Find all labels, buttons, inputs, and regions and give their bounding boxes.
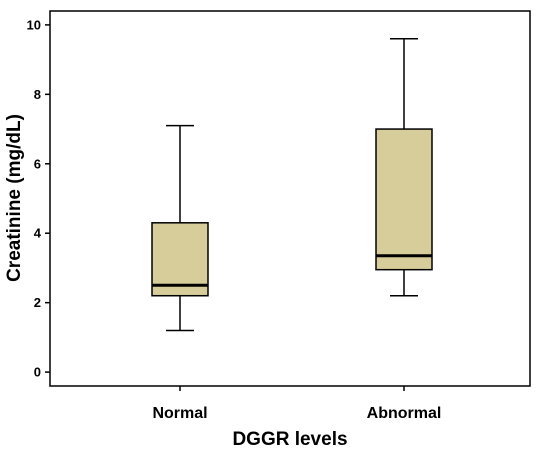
- y-tick-label: 8: [34, 87, 41, 102]
- y-axis-title: Creatinine (mg/dL): [4, 114, 25, 282]
- x-category-label: Normal: [152, 405, 207, 422]
- iqr-box: [375, 128, 433, 271]
- box-normal: [151, 124, 209, 332]
- y-tick-label: 10: [27, 17, 41, 32]
- y-axis: 0 2 4 6 8 10: [27, 17, 50, 380]
- x-axis-title: DGGR levels: [232, 429, 347, 450]
- y-tick-label: 0: [34, 365, 41, 380]
- y-tick-label: 6: [34, 156, 41, 171]
- plot-frame: [49, 10, 531, 387]
- y-tick-label: 2: [34, 295, 41, 310]
- x-axis: Normal Abnormal: [152, 386, 441, 422]
- iqr-box: [151, 222, 209, 297]
- x-category-label: Abnormal: [367, 405, 442, 422]
- box-abnormal: [375, 38, 433, 297]
- box-series: [151, 38, 433, 332]
- y-tick-label: 4: [34, 226, 42, 241]
